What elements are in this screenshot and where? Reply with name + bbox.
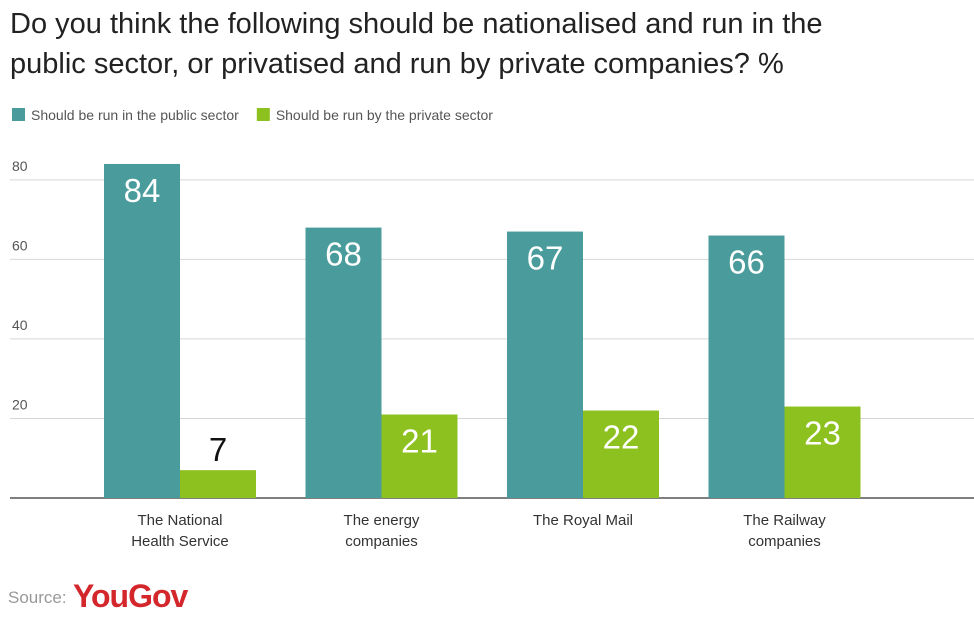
bar	[583, 410, 659, 498]
x-tick-label: The National Health Service	[131, 512, 229, 550]
value-label: 22	[603, 419, 640, 456]
y-tick-label: 40	[12, 317, 28, 333]
x-tick-label: The Royal Mail	[532, 512, 634, 529]
value-label: 67	[527, 240, 564, 277]
legend-swatch	[256, 108, 270, 121]
bar	[507, 231, 583, 498]
source-logo: YouGov	[73, 578, 188, 614]
y-tick-label: 60	[12, 237, 28, 253]
value-label: 7	[209, 431, 227, 468]
source-label: Source:	[8, 588, 67, 607]
value-label: 68	[325, 236, 362, 273]
bar	[708, 235, 785, 498]
bar	[784, 406, 861, 498]
y-tick-label: 20	[12, 396, 28, 412]
value-label: 21	[401, 422, 438, 459]
value-label: 23	[804, 415, 841, 452]
bar	[180, 470, 256, 498]
x-tick-label: The Railway companies	[743, 512, 826, 550]
legend-swatch	[12, 108, 25, 121]
x-tick-label: The energy companies	[343, 512, 420, 550]
y-tick-label: 80	[12, 158, 28, 174]
chart-title: Do you think the following should be nat…	[10, 8, 823, 40]
value-label: 66	[728, 244, 765, 281]
bar	[305, 227, 382, 498]
legend-label: Should be run by the private sector	[276, 107, 493, 123]
bar	[104, 163, 180, 498]
bar	[381, 414, 458, 498]
value-label: 84	[124, 172, 161, 209]
legend-label: Should be run in the public sector	[31, 107, 239, 123]
chart-title: public sector, or privatised and run by …	[10, 48, 784, 80]
